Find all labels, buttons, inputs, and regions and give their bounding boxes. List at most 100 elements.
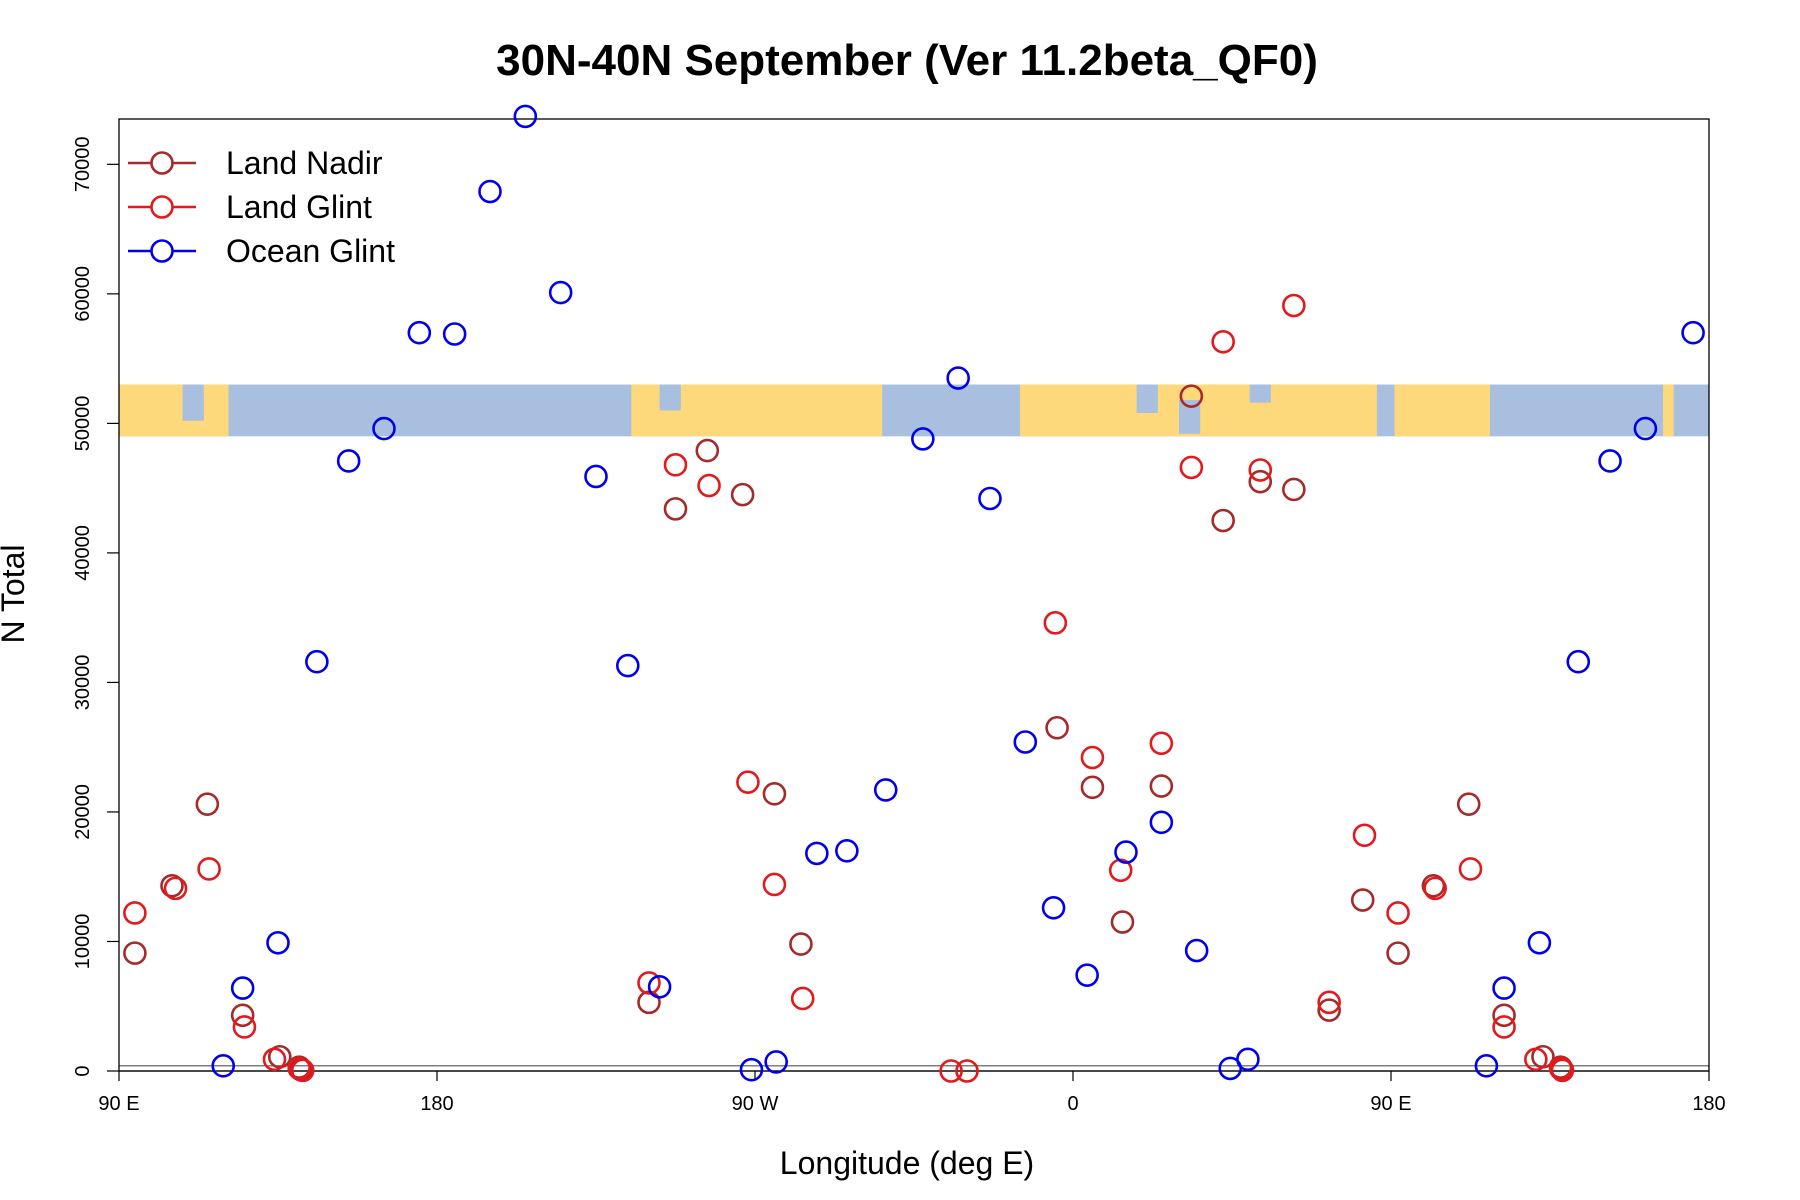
point-ocean-glint-4 [336,449,361,473]
map-ocean-inlet-3 [659,384,681,411]
point-land-nadir-7 [637,990,661,1015]
point-land-glint-14 [955,1059,979,1083]
point-land-glint-13 [939,1059,963,1083]
legend-marker-0 [150,151,174,175]
point-land-glint-28 [1492,1015,1516,1039]
point-land-glint-31 [1550,1058,1575,1083]
point-ocean-glint-16 [805,841,829,866]
point-ocean-glint-14 [739,1057,764,1082]
point-land-nadir-3 [230,1003,255,1028]
point-ocean-glint-32 [1527,930,1552,955]
map-ocean-inlet-1 [1179,400,1201,434]
point-land-nadir-2 [195,792,220,816]
point-land-glint-29 [1524,1047,1548,1072]
point-land-glint-15 [1043,611,1068,635]
point-land-glint-19 [1179,455,1204,480]
point-ocean-glint-18 [873,778,898,802]
series-land-glint [123,293,1575,1083]
point-ocean-glint-36 [1681,320,1705,345]
point-land-glint-30 [1548,1056,1573,1081]
point-land-glint-24 [1352,823,1377,848]
y-tick-label-6: 60000 [72,266,94,322]
point-ocean-glint-11 [584,464,608,489]
point-ocean-glint-35 [1633,416,1658,441]
map-ocean-inlet-4 [182,384,204,421]
y-tick-label-1: 10000 [72,914,94,970]
point-ocean-glint-9 [513,104,538,129]
point-land-nadir-19 [1248,469,1273,494]
point-land-glint-7 [637,971,661,995]
point-ocean-glint-20 [946,366,970,390]
point-ocean-glint-2 [266,930,290,955]
map-land-0 [119,384,229,437]
point-land-glint-8 [663,453,688,477]
point-ocean-glint-1 [230,976,255,1000]
point-land-glint-18 [1149,731,1174,756]
point-land-nadir-24 [1421,873,1446,898]
point-land-nadir-8 [663,497,688,521]
point-ocean-glint-22 [1013,730,1038,754]
point-ocean-glint-8 [478,179,502,204]
legend-marker-1 [150,195,174,219]
point-ocean-glint-31 [1492,976,1516,1000]
point-land-nadir-12 [789,932,813,956]
x-axis: 90 E 180 90 W 0 90 E 180 [98,1071,1726,1115]
plot-area-frame [118,118,1710,1072]
point-land-nadir-21 [1317,998,1341,1022]
x-tick-label-4: 90 E [1370,1093,1411,1115]
data-points [123,104,1705,1083]
point-ocean-glint-13 [647,975,672,999]
zero-reference-lines [119,1065,1709,1072]
point-land-glint-1 [163,876,188,901]
point-ocean-glint-33 [1566,649,1591,674]
point-land-glint-23 [1317,990,1341,1015]
point-ocean-glint-34 [1598,449,1622,473]
point-land-glint-21 [1248,458,1273,482]
point-land-nadir-1 [160,873,184,898]
point-land-nadir-22 [1350,888,1375,912]
point-land-nadir-26 [1492,1003,1516,1028]
point-ocean-glint-17 [835,839,859,863]
x-tick-label-2: 90 W [732,1093,779,1115]
point-ocean-glint-5 [372,416,396,441]
point-land-glint-16 [1080,745,1105,770]
y-tick-label-4: 40000 [72,525,94,581]
point-land-glint-20 [1211,329,1235,354]
point-land-glint-22 [1282,293,1306,318]
point-ocean-glint-23 [1041,895,1066,920]
point-ocean-glint-27 [1184,938,1209,963]
point-land-nadir-14 [1080,775,1105,800]
point-land-glint-6 [290,1058,315,1083]
x-tick-label-1: 180 [420,1093,453,1115]
x-tick-label-3: 0 [1067,1093,1078,1115]
legend-label-1: Land Glint [226,189,372,225]
point-ocean-glint-0 [211,1054,236,1078]
map-land-4 [1663,384,1674,437]
point-land-nadir-9 [695,438,720,463]
point-land-glint-12 [790,986,815,1011]
legend-marker-2 [150,239,174,263]
point-ocean-glint-7 [442,322,467,346]
series-land-nadir [123,384,1575,1082]
point-land-glint-3 [232,1015,257,1039]
point-ocean-glint-6 [407,320,432,345]
legend: Land Nadir Land Glint Ocean Glint [128,145,395,269]
series-ocean-glint [211,104,1705,1082]
point-ocean-glint-3 [305,649,329,674]
point-land-glint-25 [1386,901,1410,925]
point-land-nadir-13 [1045,715,1069,740]
point-land-nadir-23 [1386,941,1410,965]
point-land-nadir-25 [1456,792,1481,816]
point-land-glint-11 [762,872,787,897]
x-axis-label: Longitude (deg E) [780,1145,1034,1181]
y-tick-label-5: 50000 [72,396,94,452]
map-ocean-inlet-0 [1136,384,1158,414]
legend-label-2: Ocean Glint [226,233,395,269]
chart-title: 30N-40N September (Ver 11.2beta_QF0) [496,36,1318,85]
point-land-nadir-11 [762,782,787,806]
point-ocean-glint-24 [1075,963,1099,987]
point-land-glint-27 [1458,857,1483,881]
point-land-nadir-18 [1211,508,1235,533]
point-land-nadir-10 [730,482,755,507]
